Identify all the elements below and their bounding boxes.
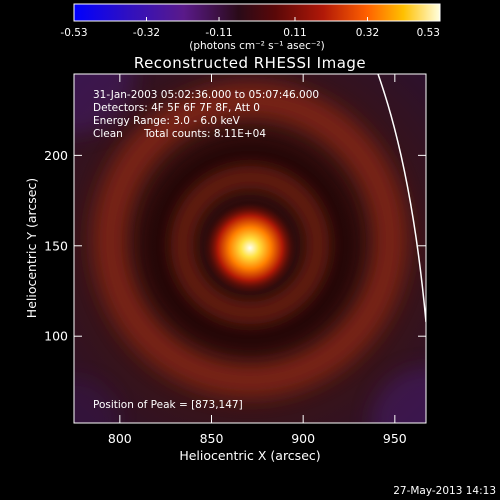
colorbar-ticks: -0.53 -0.32 -0.11 0.11 0.32 0.53 — [60, 17, 441, 39]
annotations: 31-Jan-2003 05:02:36.000 to 05:07:46.000… — [93, 89, 319, 411]
detectors-text: Detectors: 4F 5F 6F 7F 8F, Att 0 — [93, 102, 260, 114]
solar-limb-line — [377, 74, 426, 323]
x-tick-label: 900 — [291, 431, 315, 446]
clean-method-text: Clean — [93, 128, 123, 140]
peak-source — [204, 202, 296, 294]
x-axis-label: Heliocentric X (arcsec) — [179, 448, 320, 463]
x-axis-ticks: 800 850 900 950 — [108, 74, 407, 446]
x-tick-label: 850 — [200, 431, 224, 446]
time-range-text: 31-Jan-2003 05:02:36.000 to 05:07:46.000 — [93, 89, 319, 101]
y-axis-label: Heliocentric Y (arcsec) — [24, 178, 39, 318]
peak-position-text: Position of Peak = [873,147] — [93, 399, 243, 411]
colorbar-tick-label: 0.32 — [356, 27, 379, 39]
plot-frame — [73, 73, 427, 424]
colorbar-unit-label: (photons cm⁻² s⁻¹ asec⁻²) — [189, 40, 324, 52]
y-axis-ticks: 100 150 200 — [44, 148, 426, 344]
y-tick-label: 200 — [44, 148, 68, 163]
timestamp: 27-May-2013 14:13 — [393, 485, 496, 497]
x-tick-label: 800 — [108, 431, 132, 446]
chart-title: Reconstructed RHESSI Image — [134, 54, 366, 72]
heatmap-image — [74, 74, 426, 423]
y-tick-label: 100 — [44, 329, 68, 344]
energy-range-text: Energy Range: 3.0 - 6.0 keV — [93, 115, 241, 127]
colorbar — [73, 3, 441, 22]
colorbar-tick-label: 0.11 — [283, 27, 306, 39]
colorbar-tick-label: 0.53 — [417, 27, 440, 39]
colorbar-tick-label: -0.53 — [60, 27, 87, 39]
x-tick-label: 950 — [383, 431, 407, 446]
total-counts-text: Total counts: 8.11E+04 — [143, 128, 266, 140]
y-tick-label: 150 — [44, 238, 68, 253]
colorbar-tick-label: -0.32 — [133, 27, 160, 39]
colorbar-tick-label: -0.11 — [205, 27, 232, 39]
